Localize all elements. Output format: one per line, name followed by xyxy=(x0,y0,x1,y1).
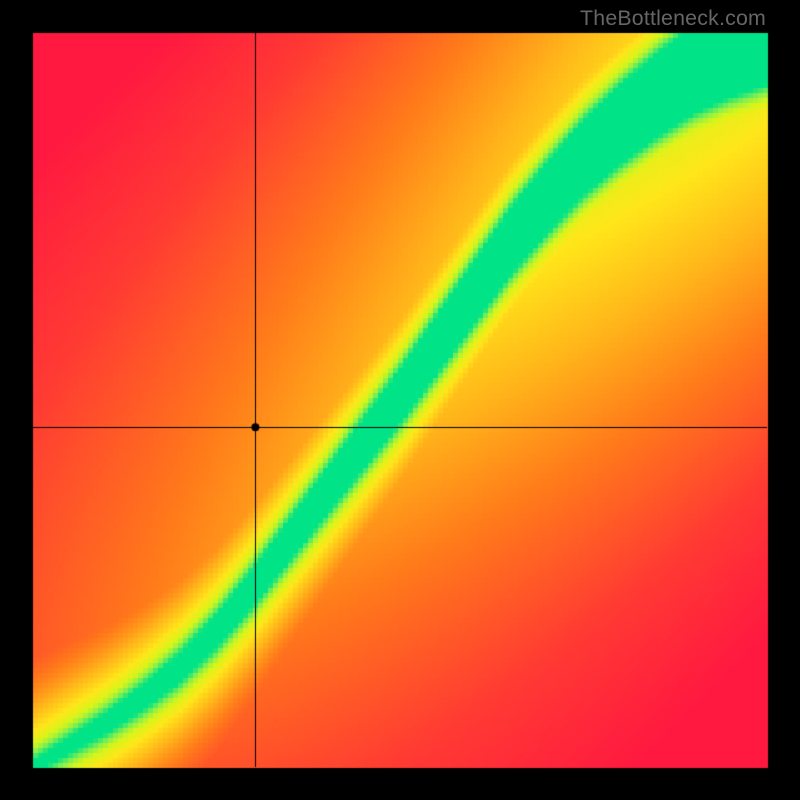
source-watermark: TheBottleneck.com xyxy=(580,6,766,31)
bottleneck-heatmap xyxy=(0,0,800,800)
